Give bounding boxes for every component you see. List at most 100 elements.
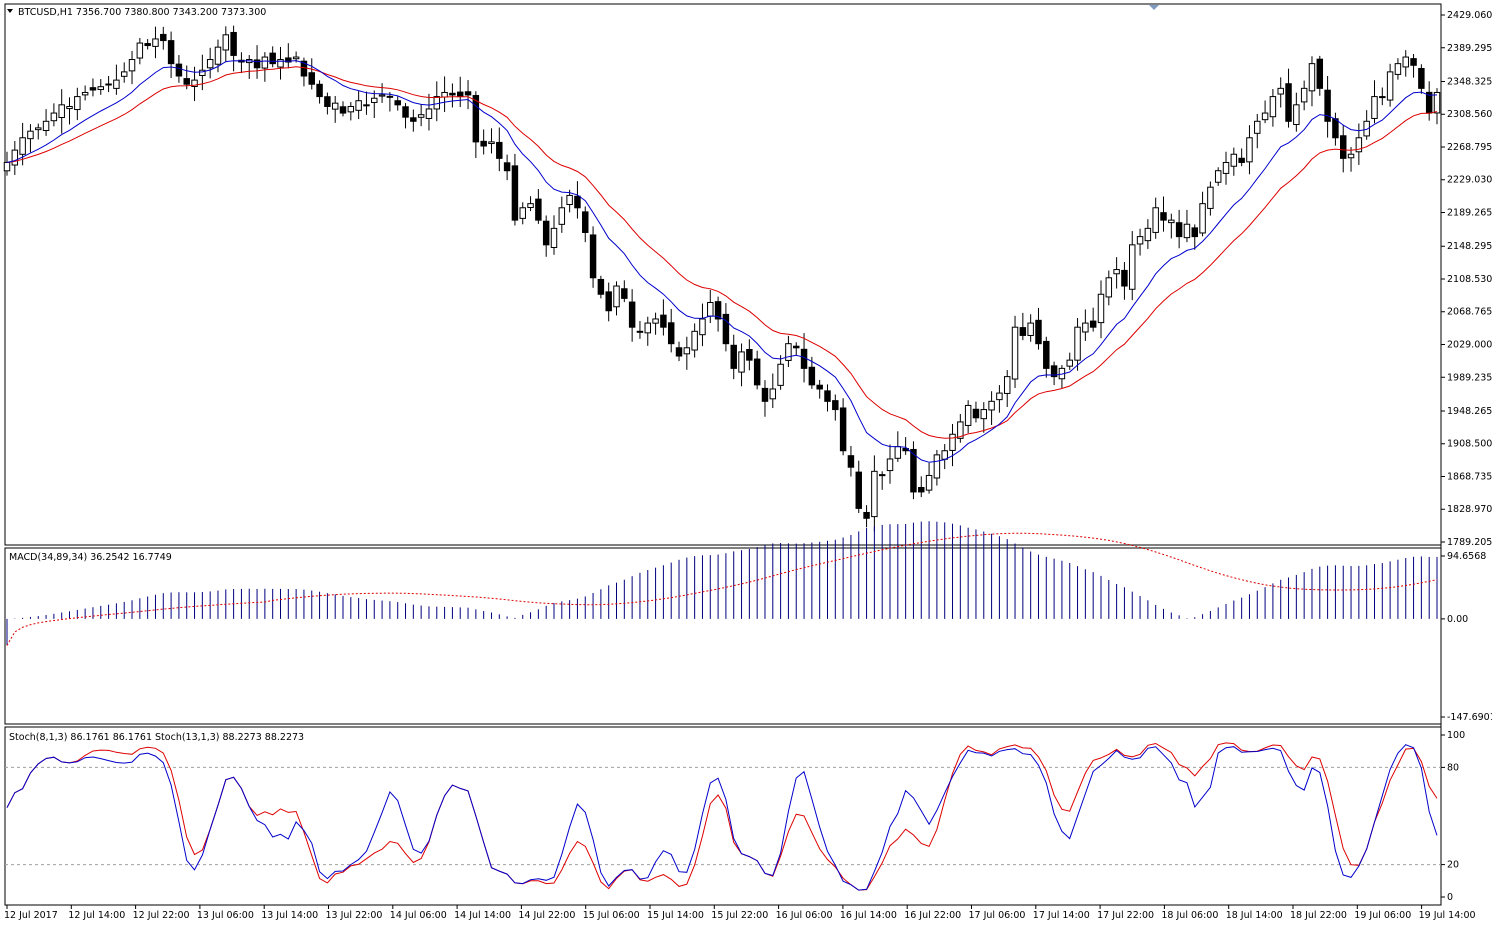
price-tick-label: 2189.265 <box>1447 208 1492 219</box>
candle <box>793 342 800 356</box>
candle <box>542 215 550 257</box>
candle <box>1003 370 1011 408</box>
candle-body-bear <box>511 165 519 221</box>
candle <box>128 50 136 85</box>
candle <box>144 39 151 50</box>
candle <box>582 206 589 243</box>
candle-body-bear <box>253 59 261 69</box>
candle-body-bull <box>1136 236 1144 245</box>
candle <box>1261 100 1269 124</box>
candle-body-bull <box>120 71 128 77</box>
menu-triangle-icon[interactable] <box>7 9 13 13</box>
candle <box>847 445 855 477</box>
candle-body-bear <box>589 234 597 279</box>
candle <box>1011 315 1019 389</box>
candle <box>324 92 331 115</box>
candle-body-bull <box>980 409 988 420</box>
candle-body-bull <box>199 69 206 76</box>
candle-body-bull <box>925 474 933 491</box>
candle <box>621 280 628 303</box>
candle-body-bull <box>58 104 65 119</box>
candle <box>480 129 487 155</box>
candle <box>1332 112 1339 146</box>
candle-body-bear <box>472 95 480 143</box>
candle <box>855 460 862 514</box>
candle <box>206 47 214 79</box>
candle-body-bull <box>644 322 651 334</box>
candle-body-bull <box>886 458 894 472</box>
candle-body-bull <box>1246 137 1253 163</box>
candle-body-bear <box>183 78 190 85</box>
candle-body-bear <box>144 43 151 47</box>
candle <box>1293 92 1300 132</box>
stoch-8-line <box>6 744 1438 891</box>
candle <box>613 281 620 316</box>
shift-marker-icon[interactable] <box>1149 5 1159 10</box>
candle <box>777 355 784 390</box>
candle <box>1379 87 1386 106</box>
candle <box>918 476 925 498</box>
price-tick-label: 2268.795 <box>1447 142 1492 153</box>
candle-body-bull <box>699 318 706 336</box>
candle-body-bull <box>347 105 355 113</box>
time-tick-label: 13 Jul 22:00 <box>326 910 383 921</box>
candle <box>1058 365 1066 388</box>
candle-body-bear <box>793 345 800 349</box>
candle-body-bull <box>1011 326 1019 380</box>
candle-body-bear <box>316 83 323 98</box>
candle-body-bull <box>50 112 58 122</box>
candle-body-bull <box>683 347 691 355</box>
candle <box>1316 55 1324 96</box>
candle-body-bull <box>1129 244 1136 290</box>
candle-body-bull <box>988 400 995 411</box>
candle <box>1254 114 1261 149</box>
candle <box>74 87 81 121</box>
candle-body-bull <box>363 104 370 107</box>
candle-body-bull <box>957 421 964 439</box>
candle-body-bear <box>1160 212 1167 221</box>
candle <box>1285 68 1292 128</box>
candle <box>1160 196 1167 232</box>
macd-label: MACD(34,89,34) 36.2542 16.7749 <box>9 552 172 563</box>
candle-body-bull <box>433 96 441 110</box>
candle-body-bear <box>285 57 292 63</box>
candle-body-bear <box>832 400 839 411</box>
candle-body-bull <box>1386 71 1394 101</box>
candle-body-bear <box>410 117 417 122</box>
candle-body-bull <box>128 59 136 72</box>
time-tick-label: 16 Jul 22:00 <box>904 910 961 921</box>
candle <box>675 341 683 362</box>
candle-body-bear <box>1285 83 1292 122</box>
candle-body-bull <box>1113 269 1120 275</box>
candle <box>175 55 183 83</box>
candle <box>42 109 50 136</box>
candle-body-bull <box>1277 87 1284 95</box>
candle-body-bull <box>1097 293 1105 324</box>
price-tick-label: 2148.295 <box>1447 241 1492 252</box>
time-tick-label: 16 Jul 06:00 <box>776 910 833 921</box>
candle-body-bull <box>27 130 34 140</box>
candle-body-bull <box>1183 223 1191 239</box>
candle-body-bear <box>394 100 401 106</box>
candle <box>1418 64 1425 94</box>
candle <box>1222 151 1230 185</box>
candle-body-bull <box>277 59 284 68</box>
candle <box>691 323 698 358</box>
time-tick-label: 17 Jul 22:00 <box>1097 910 1154 921</box>
candle-body-bull <box>636 330 644 333</box>
candle-body-bear <box>542 220 550 246</box>
price-pane <box>3 25 1441 532</box>
candle <box>1043 336 1050 378</box>
candle <box>464 80 472 110</box>
candle-body-bull <box>550 227 558 248</box>
macd-tick-label: 94.6568 <box>1447 551 1486 562</box>
candle-body-bear <box>746 349 753 361</box>
candle-body-bear <box>910 448 917 493</box>
candle <box>246 55 253 79</box>
candle <box>519 202 526 225</box>
candle-body-bull <box>777 363 784 386</box>
candle-body-bull <box>566 194 573 206</box>
time-tick-label: 15 Jul 06:00 <box>583 910 640 921</box>
